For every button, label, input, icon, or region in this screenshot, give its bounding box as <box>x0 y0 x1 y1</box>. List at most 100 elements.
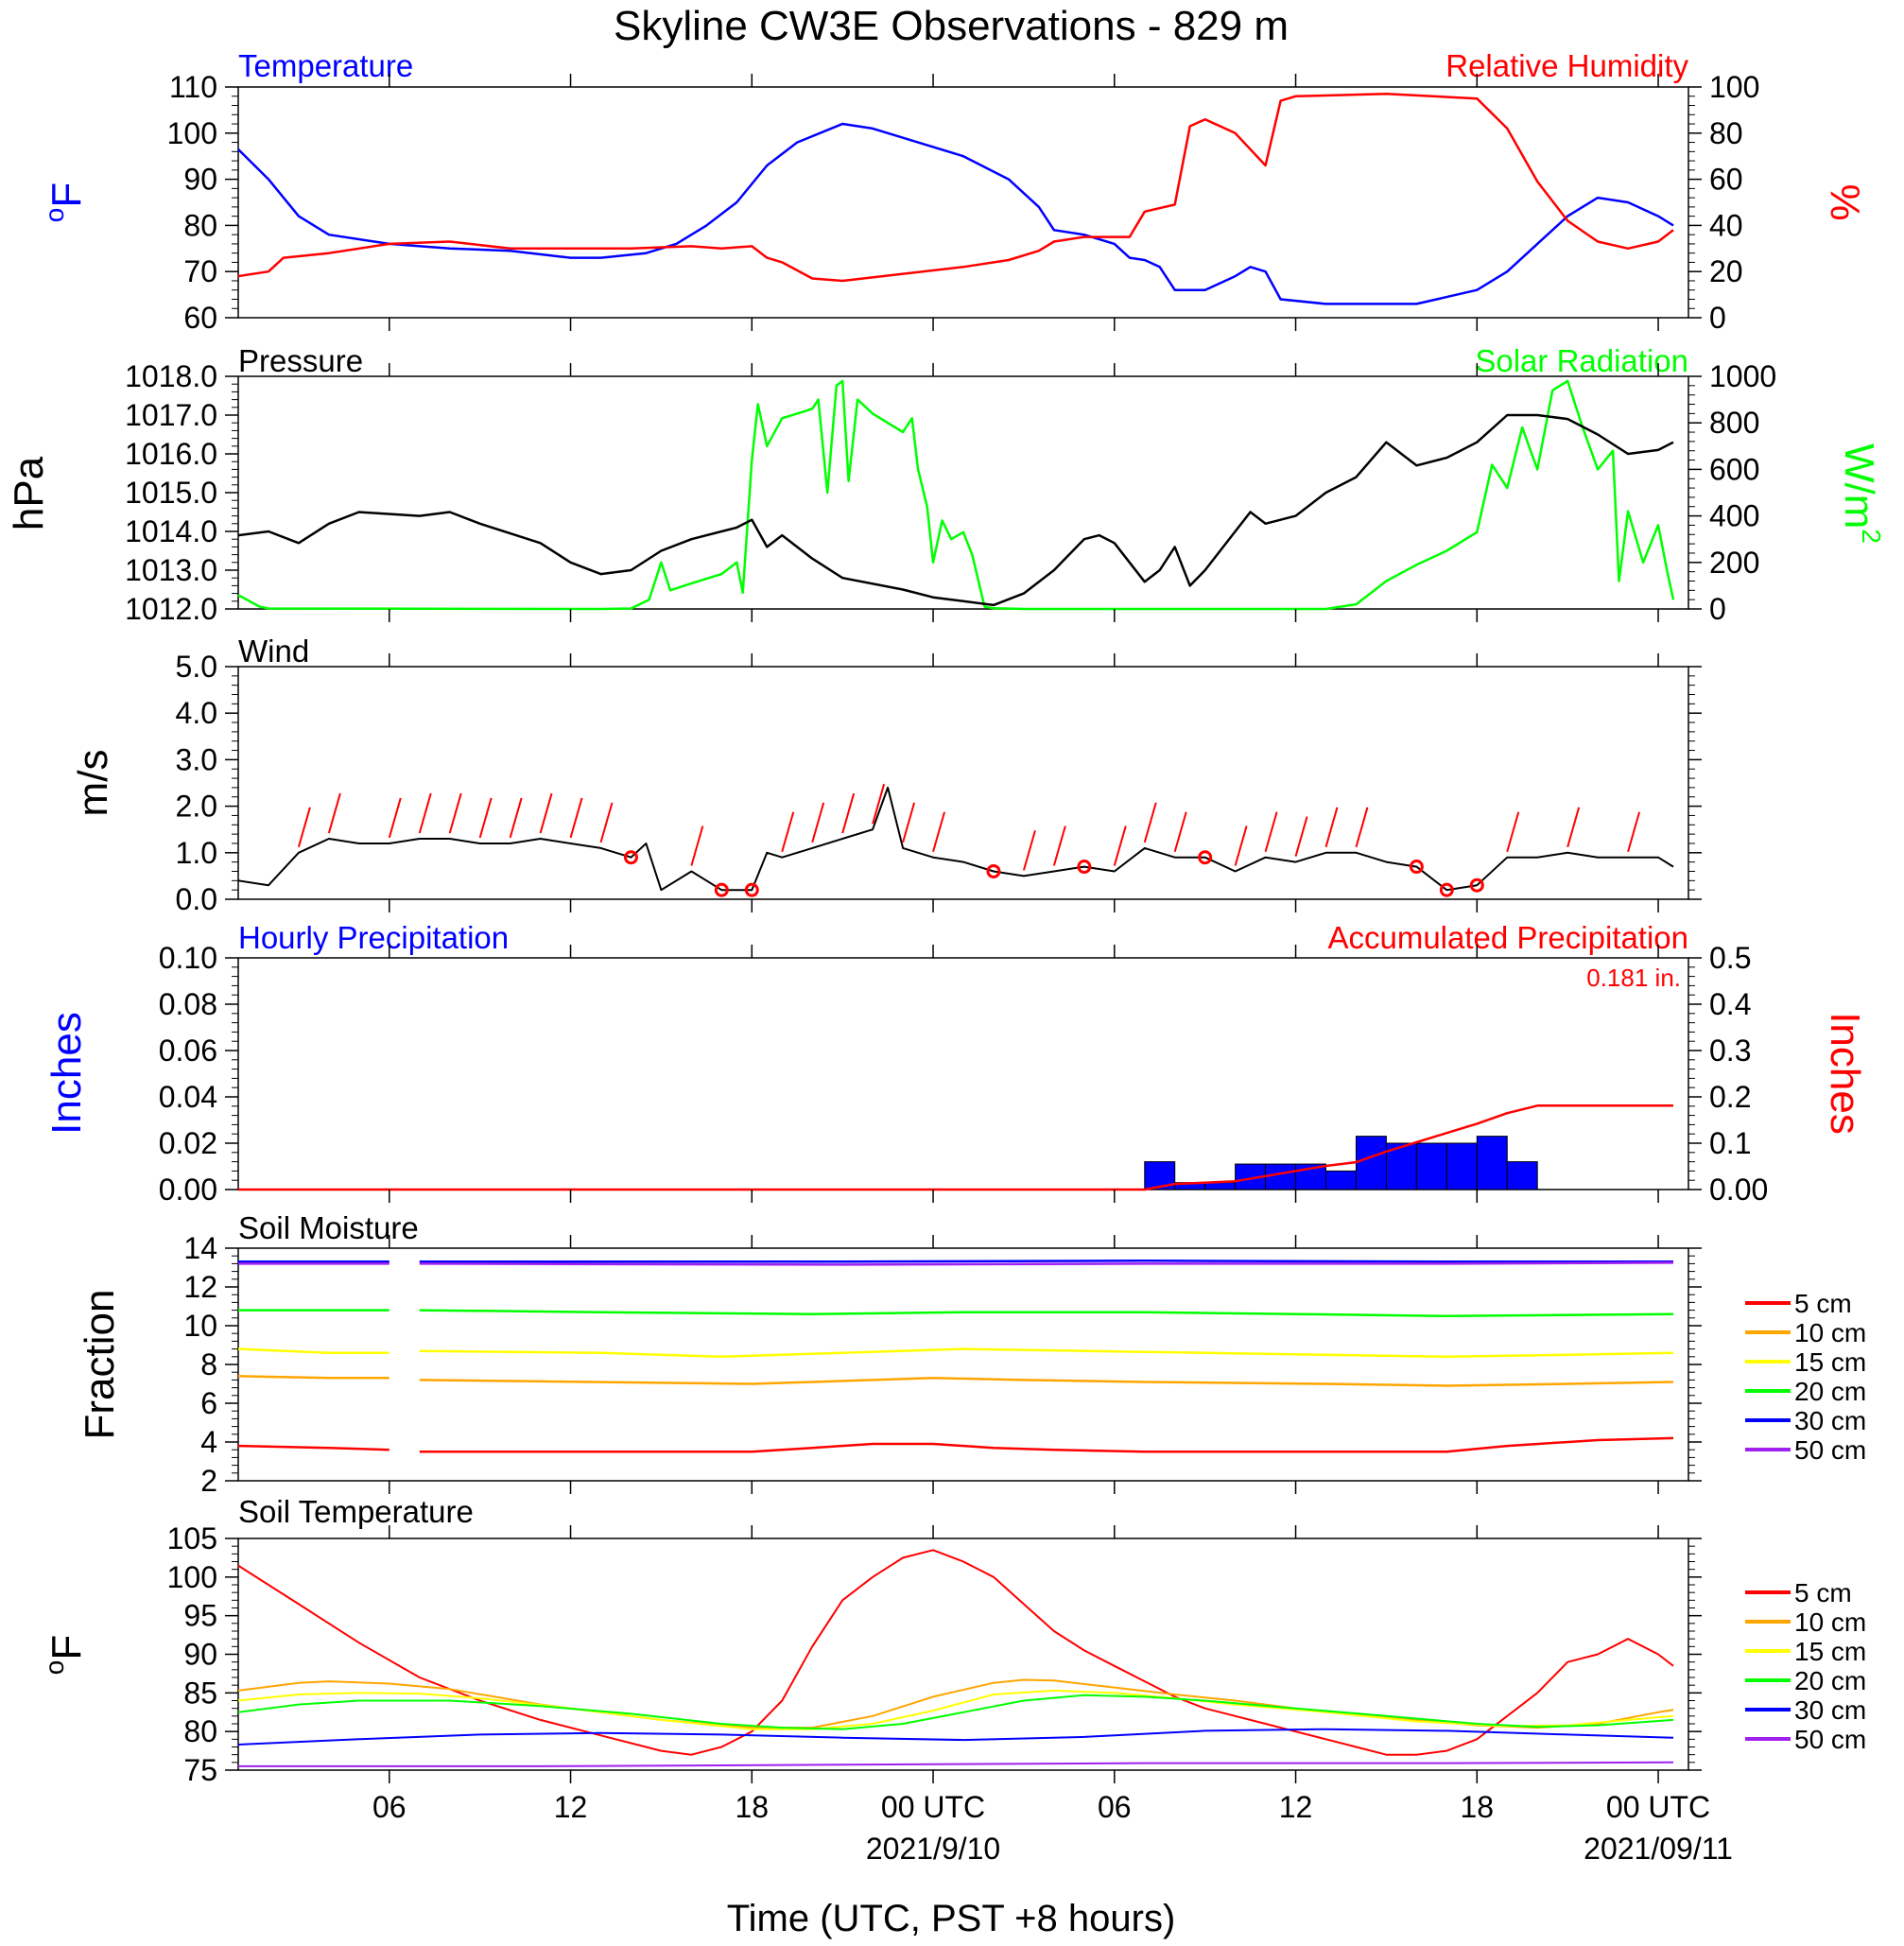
y-tick-label: 105 <box>167 1521 217 1555</box>
x-tick-label: 12 <box>1279 1790 1313 1824</box>
y-tick-label: 8 <box>200 1347 217 1381</box>
legend-label: 50 cm <box>1794 1725 1866 1754</box>
soil-moisture-line <box>237 1375 389 1380</box>
wind-axis: 0.0 1.0 2.0 3.0 4.0 5.0 <box>176 650 238 916</box>
y-tick-label: 95 <box>183 1599 217 1633</box>
pressure-line <box>237 413 1674 607</box>
wind-barb <box>1294 816 1308 857</box>
y-tick-label: 600 <box>1709 452 1759 486</box>
calm-wind-marker <box>986 863 1001 878</box>
y-tick-label: 90 <box>183 163 217 197</box>
y-tick-label: 75 <box>183 1753 217 1787</box>
y-tick-label: 5.0 <box>176 650 217 684</box>
temperature-line <box>237 122 1674 305</box>
y-tick-label: 90 <box>183 1638 217 1672</box>
temperature-unit-label: oF <box>40 182 90 222</box>
wind-barb <box>1324 807 1339 848</box>
pressure-solar-frame <box>237 375 1689 610</box>
y-tick-label: 0.1 <box>1709 1126 1751 1160</box>
hourly-precip-bar <box>1506 1161 1538 1190</box>
hourly-precip-axis: 0.00 0.02 0.04 0.06 0.08 0.10 <box>159 941 238 1207</box>
precipitation-panel: Hourly Precipitation Accumulated Precipi… <box>43 920 1868 1207</box>
wind-barb <box>1173 811 1187 852</box>
hourly-precip-bar <box>1355 1136 1387 1190</box>
soil-moisture-line <box>419 1377 1674 1387</box>
y-tick-label: 0.3 <box>1709 1034 1751 1068</box>
y-tick-label: 1000 <box>1709 359 1776 393</box>
hourly-precip-bar <box>1265 1163 1297 1190</box>
pressure-solar-plot <box>237 379 1675 611</box>
legend-label: 10 cm <box>1794 1607 1866 1637</box>
wind-title: Wind <box>238 634 309 669</box>
temperature-humidity-panel: Temperature Relative Humidity 60 70 80 90 10… <box>40 48 1868 335</box>
hourly-precip-bar <box>1415 1142 1447 1190</box>
wind-barb <box>539 792 553 834</box>
soil-moisture-line <box>237 1444 389 1451</box>
soil-moisture-title: Soil Moisture <box>238 1210 419 1245</box>
soil-temperature-line <box>237 1549 1674 1756</box>
wind-barb <box>811 802 825 843</box>
wind-barb <box>781 811 795 852</box>
soil-temperature-panel: Soil Temperature 75 80 85 90 95 100 105 oF 5 c… <box>40 1494 1866 1866</box>
wind-barb <box>418 792 432 834</box>
soil-temperature-unit-label: oF <box>40 1635 90 1675</box>
wind-barb <box>1234 825 1248 866</box>
y-tick-label: 12 <box>183 1270 217 1304</box>
y-tick-label: 1017.0 <box>125 398 217 432</box>
y-tick-label: 0.4 <box>1709 987 1751 1021</box>
soil-moisture-line <box>419 1260 1673 1263</box>
temperature-humidity-frame <box>237 86 1689 319</box>
calm-wind-marker <box>714 882 729 897</box>
temperature-axis: 60 70 80 90 100 110 <box>167 70 238 335</box>
hourly-precip-bar <box>1476 1136 1508 1190</box>
calm-wind-marker <box>1469 877 1484 893</box>
y-tick-label: 1013.0 <box>125 553 217 587</box>
soil-moisture-line <box>419 1309 1674 1318</box>
figure-title: Skyline CW3E Observations - 829 m <box>614 3 1289 49</box>
calm-wind-marker <box>744 882 759 897</box>
y-tick-label: 0 <box>1709 592 1726 626</box>
y-tick-label: 2.0 <box>176 790 217 824</box>
soil-temperature-line <box>237 1694 1674 1730</box>
y-tick-label: 0 <box>1709 301 1726 335</box>
x-tick-label: 00 UTC <box>1606 1790 1710 1824</box>
soil-moisture-plot <box>237 1260 1674 1453</box>
x-tick-label: 00 UTC <box>881 1790 985 1824</box>
wind-barb <box>1566 807 1581 848</box>
soil-temperature-right-axis <box>1688 1538 1702 1771</box>
legend-label: 10 cm <box>1794 1318 1866 1347</box>
legend-label: 15 cm <box>1794 1637 1866 1666</box>
wind-barb <box>599 802 614 843</box>
y-tick-label: 80 <box>183 1714 217 1748</box>
wind-barb <box>478 797 493 839</box>
humidity-title: Relative Humidity <box>1445 48 1688 83</box>
wind-barb <box>448 792 462 834</box>
y-tick-label: 70 <box>183 254 217 288</box>
wind-x-ticks <box>389 653 1659 912</box>
soil-temperature-line <box>237 1728 1674 1746</box>
y-tick-label: 400 <box>1709 499 1759 533</box>
precip-x-ticks <box>389 945 1659 1203</box>
y-tick-label: 1012.0 <box>125 592 217 626</box>
temperature-x-ticks <box>389 74 1659 331</box>
x-date-label: 2021/9/10 <box>866 1832 1000 1866</box>
x-tick-label: 18 <box>1460 1790 1494 1824</box>
y-tick-label: 3.0 <box>176 742 217 776</box>
y-tick-label: 6 <box>200 1386 217 1420</box>
calm-wind-marker <box>1198 850 1213 865</box>
y-tick-label: 1014.0 <box>125 514 217 548</box>
x-date-label: 2021/09/11 <box>1584 1832 1733 1866</box>
legend-label: 20 cm <box>1794 1377 1866 1406</box>
wind-barb <box>841 792 856 834</box>
humidity-axis: 0 20 40 60 80 100 <box>1688 70 1759 335</box>
wind-barb <box>327 792 341 834</box>
soil-moisture-unit-label: Fraction <box>77 1290 123 1440</box>
pressure-axis: 1012.0 1013.0 1014.0 1015.0 1016.0 1017.0 1018… <box>125 359 238 626</box>
y-tick-label: 0.2 <box>1709 1080 1751 1114</box>
soil-temperature-axis: 75 80 85 90 95 100 105 <box>167 1521 238 1787</box>
y-tick-label: 4 <box>200 1425 217 1459</box>
soil-moisture-x-ticks <box>389 1235 1659 1494</box>
wind-barb <box>902 802 916 843</box>
